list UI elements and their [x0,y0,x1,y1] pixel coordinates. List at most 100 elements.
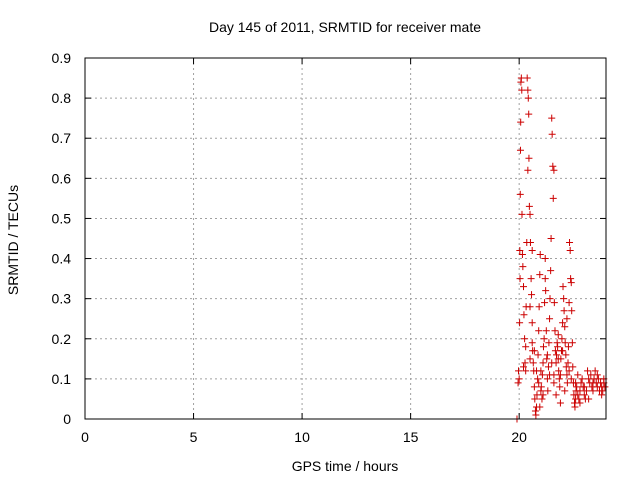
data-point [565,299,573,307]
data-point [515,375,523,383]
data-point [547,267,555,275]
data-point [544,363,552,371]
y-tick-label: 0 [63,411,71,427]
y-tick-label: 0.4 [52,251,72,267]
data-point [562,351,570,359]
data-point [561,339,569,347]
data-point [554,343,562,351]
data-point [573,383,581,391]
data-point [525,202,533,210]
data-point [538,371,546,379]
data-point [524,166,532,174]
y-tick-label: 0.1 [52,371,72,387]
data-point [578,375,586,383]
data-point [562,363,570,371]
x-tick-label: 10 [294,429,310,445]
data-point [515,367,523,375]
data-point [601,383,609,391]
data-point [561,387,569,395]
data-point [522,343,530,351]
data-point [574,371,582,379]
data-point [547,235,555,242]
data-point [571,403,579,411]
data-point [545,339,553,347]
plot-frame [84,57,607,420]
grid-lines [85,58,606,419]
data-point [584,367,592,375]
data-point [516,319,524,327]
data-point [566,239,574,247]
data-point [548,130,556,138]
data-point [537,387,545,395]
data-point [555,375,563,383]
data-point [520,363,528,371]
data-point [582,387,590,395]
data-point [550,166,558,174]
data-point [533,367,541,375]
data-point [576,387,584,395]
x-tick-label: 20 [511,429,527,445]
data-point [516,247,524,255]
data-point [572,379,580,387]
data-point [589,379,597,387]
y-axis-label: SRMTID / TECUs [5,185,21,295]
data-point [567,375,575,383]
data-point [560,295,568,303]
y-tick-label: 0.3 [52,291,72,307]
data-point [564,343,572,351]
data-point [559,283,567,291]
data-point [539,343,547,351]
data-point [529,359,537,367]
data-point [535,379,543,387]
data-point [563,379,571,387]
data-point [517,118,525,126]
data-point [556,383,564,391]
data-point [525,154,533,162]
data-point [541,299,549,307]
data-point [520,311,528,319]
data-point [589,387,597,395]
data-point [546,371,554,379]
data-point [518,210,526,218]
data-point [585,395,593,403]
y-tick-label: 0.2 [52,331,72,347]
data-point [516,190,524,198]
data-point [526,210,534,218]
data-point [568,307,576,315]
data-point [528,247,536,255]
data-point [593,371,601,379]
data-point [524,86,532,94]
data-point [527,275,535,283]
data-point [565,367,573,375]
data-point [530,347,538,355]
x-axis-label: GPS time / hours [292,458,399,474]
data-point [526,239,534,247]
data-point [568,339,576,347]
data-point [598,391,606,399]
data-point [560,307,568,315]
data-point [528,339,536,347]
data-point [580,383,588,391]
data-point [541,275,549,283]
data-point [587,371,595,379]
data-point [551,347,559,355]
data-point [563,315,571,323]
data-point [543,375,551,383]
data-point [546,315,554,323]
x-tick-label: 0 [81,429,89,445]
data-point [599,387,607,395]
data-point [556,371,564,379]
data-point [530,383,538,391]
data-point [538,395,546,403]
y-tick-label: 0.8 [52,90,72,106]
data-point [516,146,524,154]
data-point [564,359,572,367]
data-point [514,379,522,387]
data-point [550,299,558,307]
data-point [535,303,543,311]
data-point [575,395,583,403]
data-point [541,255,549,263]
data-point [539,359,547,367]
data-point [533,391,541,399]
data-point [536,271,544,279]
